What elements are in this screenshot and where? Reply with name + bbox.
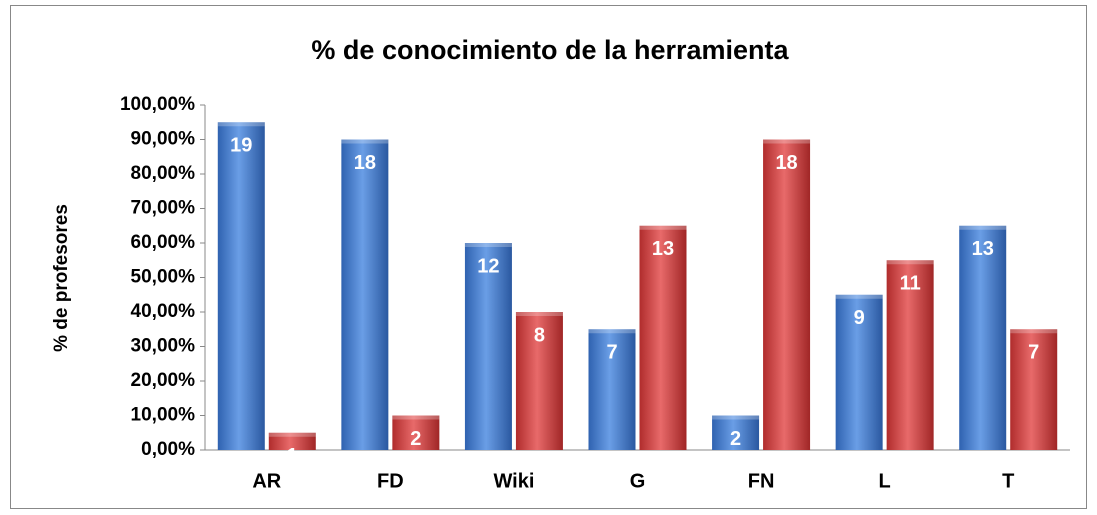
y-axis-label: % de profesores (51, 204, 72, 352)
bar (835, 294, 883, 450)
data-label: 13 (972, 238, 994, 260)
x-tick-label: AR (252, 470, 281, 492)
data-label: 8 (534, 324, 545, 346)
bar (886, 260, 934, 450)
y-tick-label: 10,00% (131, 405, 196, 426)
bar-top (712, 415, 760, 420)
bar (763, 139, 811, 450)
x-tick-label: G (630, 470, 646, 492)
bar-top (588, 329, 636, 334)
data-label: 1 (287, 445, 298, 467)
bar (712, 415, 760, 450)
bar-top (959, 225, 1007, 230)
bar (639, 225, 687, 450)
data-label: 7 (606, 342, 617, 364)
bar-top (886, 260, 934, 265)
y-tick-label: 100,00% (120, 94, 195, 115)
bar (217, 122, 265, 450)
bar-top (639, 225, 687, 230)
bar-top (515, 312, 563, 316)
bar (588, 329, 636, 450)
bar (341, 139, 389, 450)
data-label: 9 (854, 307, 865, 329)
bar-top (763, 139, 811, 144)
bar (464, 243, 512, 450)
bar-top (1010, 329, 1058, 334)
y-tick-label: 70,00% (131, 198, 196, 219)
x-tick-label: FN (748, 470, 775, 492)
data-label: 13 (652, 238, 674, 260)
bar-top (835, 294, 883, 299)
bar (268, 432, 316, 450)
x-tick-label: L (879, 470, 891, 492)
bar-top (392, 415, 440, 420)
data-label: 18 (775, 152, 797, 174)
bar (392, 415, 440, 450)
y-tick-label: 20,00% (131, 370, 196, 391)
bar-top (268, 432, 316, 437)
data-label: 7 (1028, 342, 1039, 364)
y-tick-label: 30,00% (131, 336, 196, 357)
bar (959, 225, 1007, 450)
data-label: 12 (477, 255, 499, 277)
y-tick-label: 90,00% (131, 129, 196, 150)
x-tick-label: T (1002, 470, 1014, 492)
y-tick-label: 40,00% (131, 301, 196, 322)
x-tick-label: Wiki (493, 470, 534, 492)
chart-title: % de conocimiento de la herramienta (311, 35, 789, 65)
bar (1010, 329, 1058, 450)
y-tick-label: 60,00% (131, 232, 196, 253)
x-tick-label: FD (377, 470, 404, 492)
bar-top (341, 139, 389, 144)
data-label: 2 (730, 428, 741, 450)
y-tick-label: 0,00% (141, 439, 195, 460)
data-label: 18 (354, 152, 376, 174)
bar (515, 312, 563, 450)
y-tick-label: 50,00% (131, 267, 196, 288)
bar-top (464, 243, 512, 247)
data-label: 19 (230, 135, 252, 157)
y-tick-label: 80,00% (131, 163, 196, 184)
data-label: 11 (900, 273, 921, 295)
bar-top (217, 122, 265, 127)
data-label: 2 (410, 428, 421, 450)
